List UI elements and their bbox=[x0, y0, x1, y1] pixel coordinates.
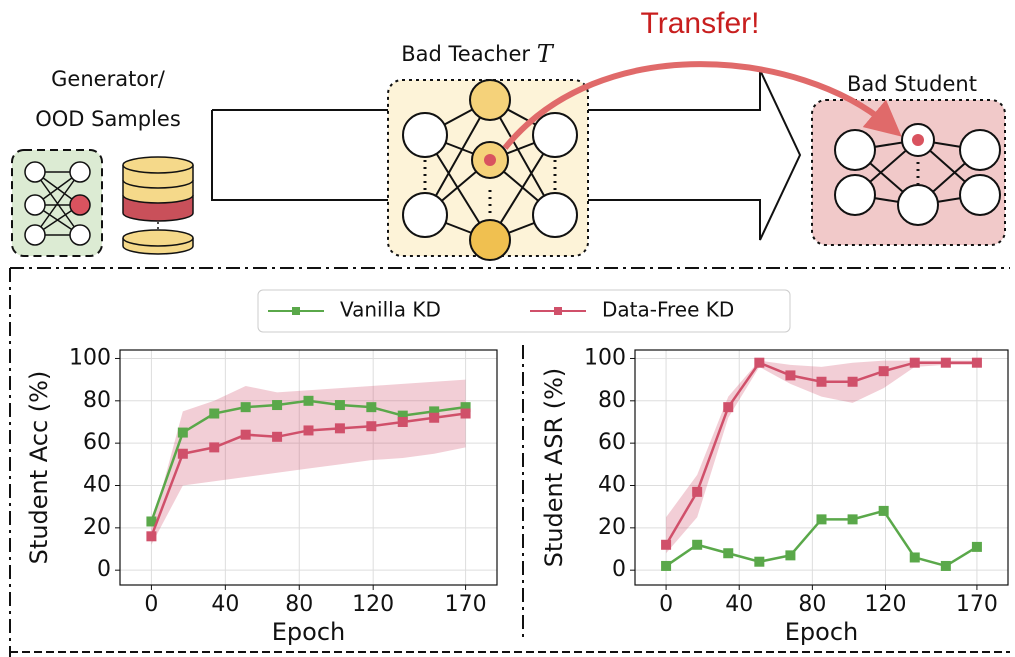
y-tick-label: 20 bbox=[598, 515, 626, 540]
point bbox=[817, 514, 827, 524]
x-tick-label: 80 bbox=[798, 592, 826, 617]
diagram bbox=[10, 64, 1010, 657]
legend-marker bbox=[292, 307, 300, 315]
point bbox=[723, 402, 733, 412]
generator-label: OOD Samples bbox=[35, 107, 181, 131]
y-tick-label: 40 bbox=[83, 472, 111, 497]
x-tick-label: 40 bbox=[725, 592, 753, 617]
x-tick-label: 0 bbox=[659, 592, 673, 617]
y-tick-label: 80 bbox=[83, 388, 111, 413]
point bbox=[972, 358, 982, 368]
transfer-label: Transfer! bbox=[641, 7, 760, 40]
x-tick-label: 120 bbox=[864, 592, 906, 617]
point bbox=[209, 442, 219, 452]
point bbox=[661, 540, 671, 550]
point bbox=[692, 540, 702, 550]
point bbox=[848, 377, 858, 387]
point bbox=[879, 506, 889, 516]
point bbox=[754, 557, 764, 567]
y-tick-label: 80 bbox=[598, 388, 626, 413]
point bbox=[398, 417, 408, 427]
point bbox=[972, 542, 982, 552]
point bbox=[785, 370, 795, 380]
y-axis-label: Student ASR (%) bbox=[540, 368, 568, 568]
point bbox=[241, 402, 251, 412]
point bbox=[941, 358, 951, 368]
point bbox=[723, 548, 733, 558]
teacher-symbol: T bbox=[537, 40, 555, 68]
generator-label: Generator/ bbox=[51, 67, 166, 91]
x-tick-label: 170 bbox=[956, 592, 998, 617]
y-tick-label: 0 bbox=[612, 557, 626, 582]
x-tick-label: 0 bbox=[144, 592, 158, 617]
point bbox=[241, 430, 251, 440]
x-tick-label: 170 bbox=[445, 592, 487, 617]
point bbox=[272, 400, 282, 410]
y-tick-label: 60 bbox=[83, 430, 111, 455]
database bbox=[123, 157, 193, 254]
x-axis-label: Epoch bbox=[272, 618, 346, 646]
point bbox=[910, 552, 920, 562]
point bbox=[461, 409, 471, 419]
y-tick-label: 20 bbox=[83, 515, 111, 540]
legend-label: Vanilla KD bbox=[340, 298, 441, 322]
point bbox=[304, 396, 314, 406]
y-tick-label: 100 bbox=[69, 345, 111, 370]
point bbox=[785, 550, 795, 560]
point bbox=[335, 400, 345, 410]
point bbox=[754, 358, 764, 368]
point bbox=[366, 421, 376, 431]
y-axis-label: Student Acc (%) bbox=[25, 371, 53, 565]
point bbox=[209, 409, 219, 419]
point bbox=[178, 428, 188, 438]
y-tick-label: 0 bbox=[97, 557, 111, 582]
x-tick-label: 40 bbox=[211, 592, 239, 617]
teacher-title: Bad Teacher bbox=[401, 42, 530, 66]
legend-label: Data-Free KD bbox=[602, 298, 734, 322]
point bbox=[272, 432, 282, 442]
point bbox=[848, 514, 858, 524]
point bbox=[429, 413, 439, 423]
point bbox=[910, 358, 920, 368]
x-tick-label: 120 bbox=[352, 592, 394, 617]
point bbox=[817, 377, 827, 387]
point bbox=[304, 425, 314, 435]
point bbox=[879, 366, 889, 376]
y-tick-label: 60 bbox=[598, 430, 626, 455]
point bbox=[692, 487, 702, 497]
y-tick-label: 100 bbox=[584, 345, 626, 370]
point bbox=[178, 449, 188, 459]
y-tick-label: 40 bbox=[598, 472, 626, 497]
figure: Generator/ OOD Samples Bad Teacher T Bad… bbox=[0, 0, 1015, 657]
point bbox=[941, 561, 951, 571]
point bbox=[146, 531, 156, 541]
teacher-label: Bad Teacher T bbox=[401, 40, 554, 68]
x-axis-label: Epoch bbox=[785, 618, 859, 646]
legend-marker bbox=[554, 307, 562, 315]
point bbox=[335, 423, 345, 433]
x-tick-label: 80 bbox=[285, 592, 313, 617]
point bbox=[366, 402, 376, 412]
student-label: Bad Student bbox=[847, 72, 977, 96]
point bbox=[661, 561, 671, 571]
page: {"diagram":{"generator_label":["Generato… bbox=[0, 0, 1015, 657]
